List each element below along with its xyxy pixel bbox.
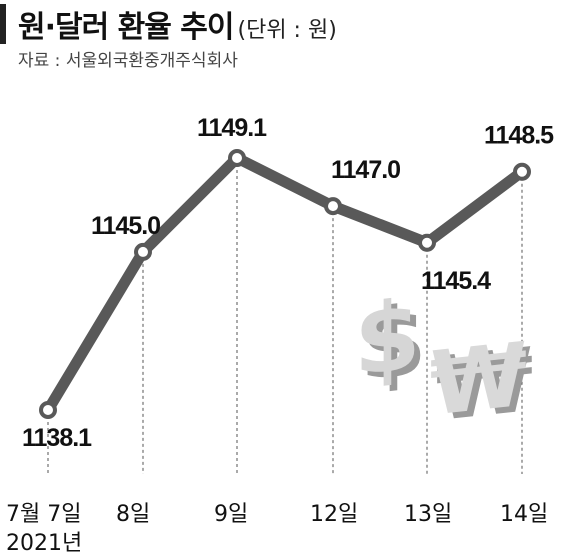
x-tick-5: 14일 (500, 502, 548, 527)
won-sign-icon: ₩ ₩ (430, 323, 533, 441)
guide-lines (47, 158, 523, 474)
data-point-5 (513, 162, 531, 181)
header-accent-bar (0, 4, 6, 44)
data-point-1 (134, 242, 152, 261)
data-point-0 (39, 401, 57, 419)
value-label-2: 1149.1 (197, 114, 267, 142)
dollar-sign-icon: $ $ (354, 279, 427, 403)
data-point-3 (324, 197, 342, 216)
x-axis-ticks: 7월 7일 8일 9일 12일 13일 14일 (6, 502, 548, 527)
value-label-3: 1147.0 (331, 156, 400, 184)
series-line (42, 152, 528, 416)
svg-text:$: $ (360, 284, 427, 403)
svg-text:$: $ (354, 279, 421, 398)
value-labels: 1138.1 1145.0 1149.1 1147.0 1145.4 1148.5 (22, 114, 555, 452)
x-tick-2: 9일 (214, 502, 248, 527)
svg-text:₩: ₩ (430, 323, 527, 436)
x-tick-1: 8일 (116, 502, 150, 527)
chart-title-text: 원·달러 환율 추이 (18, 10, 234, 45)
svg-text:₩: ₩ (436, 328, 533, 441)
x-tick-3: 12일 (310, 502, 358, 527)
value-label-1: 1145.0 (91, 212, 160, 240)
data-point-4 (418, 233, 436, 252)
source-label: 자료 : 서울외국환중개주식회사 (18, 51, 238, 71)
data-points (39, 149, 531, 419)
value-label-5: 1148.5 (484, 122, 554, 150)
unit-label: (단위 : 원) (237, 18, 337, 43)
data-point-2 (228, 149, 246, 167)
value-label-0: 1138.1 (22, 424, 92, 452)
x-tick-4: 13일 (404, 502, 452, 527)
year-label: 2021년 (6, 531, 82, 556)
value-label-4: 1145.4 (421, 267, 491, 295)
chart-title: 원·달러 환율 추이 (단위 : 원) (18, 2, 337, 46)
x-tick-0: 7월 7일 (6, 502, 81, 527)
